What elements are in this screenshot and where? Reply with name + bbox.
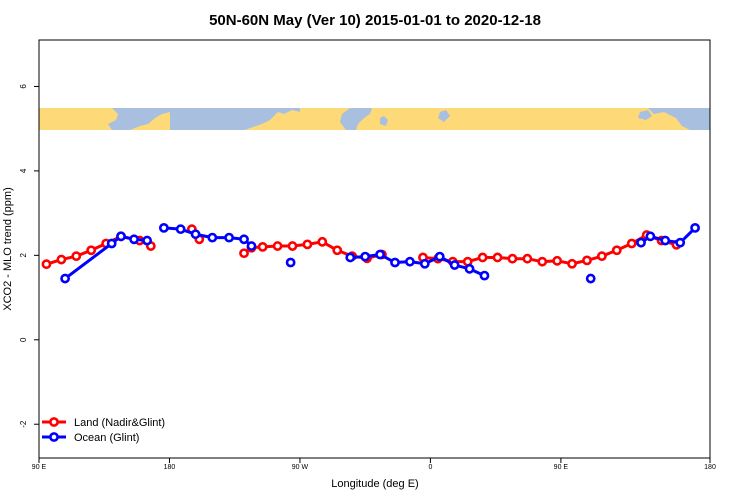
y-axis: -2 0 2 4 6 — [19, 84, 39, 428]
legend: Land (Nadir&Glint) Ocean (Glint) — [42, 417, 165, 444]
map-ocean-shape — [638, 110, 652, 120]
series-ocean-point — [142, 235, 153, 246]
x-tick-label: 180 — [164, 464, 176, 471]
series-land-point — [257, 241, 268, 252]
series-ocean-point — [585, 273, 596, 284]
series-land-point — [522, 253, 533, 264]
series-ocean-point — [419, 258, 430, 269]
map-ocean-shape — [648, 108, 710, 130]
series-ocean-point — [645, 231, 656, 242]
x-axis-label: Longitude (deg E) — [331, 478, 418, 490]
series-land-point — [626, 238, 637, 249]
chart-title: 50N-60N May (Ver 10) 2015-01-01 to 2020-… — [209, 12, 541, 29]
series-ocean-point — [390, 257, 400, 268]
series-layer — [41, 222, 700, 284]
y-tick-label: 6 — [19, 84, 28, 89]
world-map-strip — [39, 108, 710, 130]
series-land-point — [71, 251, 82, 262]
x-tick-label: 90 W — [292, 464, 309, 471]
series-ocean-point — [239, 234, 249, 245]
series-ocean-point — [345, 252, 356, 263]
series-land-point — [552, 255, 563, 266]
x-tick-label: 90 E — [32, 464, 47, 471]
series-ocean-point — [116, 231, 126, 242]
series-ocean-point — [375, 249, 385, 260]
series-ocean-line — [350, 252, 486, 277]
series-ocean-point — [434, 251, 445, 262]
map-ocean-shape — [438, 110, 450, 122]
series-land-point — [332, 245, 343, 256]
series-ocean-point — [405, 256, 415, 267]
y-tick-label: 4 — [19, 168, 28, 173]
y-tick-label: 2 — [19, 253, 28, 258]
legend-marker-ocean — [49, 432, 59, 442]
x-tick-label: 0 — [428, 464, 432, 471]
y-axis-label: XCO2 - MLO trend (ppm) — [2, 187, 14, 310]
series-land-point — [492, 252, 503, 263]
series-ocean-point — [660, 235, 671, 246]
series-ocean-point — [207, 232, 218, 243]
series-ocean-point — [158, 222, 169, 233]
series-land-point — [56, 254, 67, 265]
legend-label-land: Land (Nadir&Glint) — [74, 417, 165, 429]
series-land-point — [287, 241, 298, 251]
series-ocean-point — [60, 273, 70, 284]
series-ocean-point — [129, 234, 139, 245]
series-land-point — [41, 259, 52, 270]
series-land-point — [317, 236, 328, 247]
series-ocean-point — [449, 260, 460, 270]
plot-frame — [38, 39, 711, 459]
x-tick-label: 180 — [704, 464, 716, 471]
x-axis: 90 E 180 90 W 0 90 E 180 — [32, 458, 716, 471]
series-land-point — [596, 251, 607, 262]
series-ocean-point — [246, 241, 257, 251]
series-land-point — [611, 245, 622, 256]
x-tick-label: 90 E — [554, 464, 569, 471]
series-ocean-point — [285, 257, 296, 268]
series-ocean-point — [636, 237, 646, 248]
series-ocean-point — [106, 238, 117, 249]
series-ocean-point — [675, 237, 686, 248]
series-ocean-point — [360, 251, 371, 262]
series-land-point — [537, 256, 548, 267]
series-land-point — [477, 252, 488, 263]
legend-label-ocean: Ocean (Glint) — [74, 432, 139, 444]
y-tick-label: 0 — [19, 337, 28, 342]
map-ocean-shape — [340, 108, 372, 130]
series-ocean-point — [190, 229, 201, 240]
map-ocean-shape — [108, 108, 170, 130]
map-ocean-shape — [170, 108, 300, 130]
series-land-point — [86, 245, 97, 256]
series-ocean-point — [175, 224, 186, 235]
series-land-point — [582, 255, 592, 266]
series-land-point — [507, 253, 518, 264]
series-land-point — [567, 258, 577, 269]
series-ocean — [60, 222, 700, 284]
legend-marker-land — [49, 417, 59, 427]
map-ocean-shape — [380, 116, 388, 126]
legend-item-ocean: Ocean (Glint) — [42, 432, 139, 444]
legend-item-land: Land (Nadir&Glint) — [42, 417, 165, 429]
series-land-point — [272, 241, 283, 251]
series-ocean-point — [690, 222, 700, 233]
series-ocean-point — [224, 232, 235, 243]
series-land-point — [239, 248, 249, 259]
series-land-point — [302, 239, 313, 250]
series-ocean-point — [479, 270, 490, 281]
series-ocean-point — [464, 263, 475, 274]
y-tick-label: -2 — [19, 420, 28, 428]
